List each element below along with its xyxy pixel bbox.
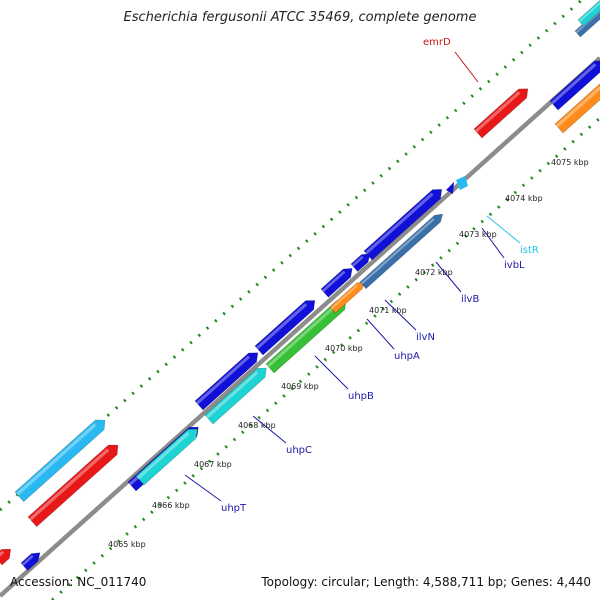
scale-label-4072: 4072 kbp <box>415 268 453 277</box>
gene-label-uhpB: uhpB <box>348 391 374 402</box>
gene-uhpB-green-body <box>265 300 347 374</box>
gene-uhpC-blue-body <box>194 352 259 411</box>
gene-label-leader-istR <box>486 215 521 244</box>
gene-uhpT-cyan-body <box>135 428 198 486</box>
gene-label-ilvB: ilvB <box>461 294 479 305</box>
gene-uhpB-green <box>265 300 347 374</box>
gene-orange-edge-shine <box>556 86 600 128</box>
scale-label-4074: 4074 kbp <box>505 194 543 203</box>
gene-ilvB-blue-body <box>363 189 443 261</box>
gene-uhpC-blue <box>194 352 259 411</box>
gene-cyan-edge-body <box>577 0 600 27</box>
scale-label-4075: 4075 kbp <box>551 158 589 167</box>
gene-label-uhpC: uhpC <box>286 445 312 456</box>
gene-blue-edge-b-body <box>549 60 600 111</box>
gene-uhpB-green-shine <box>267 303 338 368</box>
scale-label-4069: 4069 kbp <box>281 382 319 391</box>
gene-label-leader-uhpB <box>314 355 349 390</box>
gene-blue-edge-a <box>20 552 41 571</box>
gene-uhpA-orange-shine <box>330 284 359 310</box>
gene-label-leader-ilvN <box>384 299 417 331</box>
scale-label-4070: 4070 kbp <box>325 344 363 353</box>
gene-uhpT-cyan <box>135 428 198 486</box>
scale-label-4066: 4066 kbp <box>152 501 190 510</box>
backbone-line <box>0 56 600 598</box>
gene-ilvB-blue <box>363 189 443 261</box>
scale-label-4065: 4065 kbp <box>108 540 146 549</box>
gene-uhpA-blue-body <box>320 268 353 298</box>
gene-red-inner-body <box>27 444 119 528</box>
gene-istR-marker <box>456 176 468 190</box>
gene-uhpC-cyan <box>204 367 267 425</box>
gene-red-edge-a-body <box>0 548 12 566</box>
gene-uhpA-blue-shine <box>321 270 346 293</box>
gene-label-leader-uhpC <box>252 415 287 444</box>
gene-emrD-red-body <box>473 88 529 139</box>
gene-cyan-edge <box>577 0 600 27</box>
scale-label-4068: 4068 kbp <box>238 421 276 430</box>
gene-blue-edge-b-shine <box>551 63 597 105</box>
gene-ilvB-steel-shine <box>360 218 435 285</box>
gene-ilvB-steel <box>359 213 444 290</box>
gene-steel-edge-shine <box>575 9 600 34</box>
gene-label-leader-ivbL <box>481 227 505 259</box>
scale-label-4067: 4067 kbp <box>194 460 232 469</box>
summary-text: Topology: circular; Length: 4,588,711 bp… <box>261 575 591 589</box>
gene-uhpC-cyan-shine <box>206 370 259 419</box>
accession-text: Accession: NC_011740 <box>10 575 147 589</box>
gene-red-edge-a <box>0 548 12 566</box>
gene-uhpC-blue-shine <box>196 355 251 405</box>
gene-blue-edge-b <box>549 60 600 111</box>
gene-label-leader-uhpT <box>184 474 222 502</box>
gene-ilvN-blue <box>350 253 371 272</box>
gene-skyblue-outer-shine <box>16 423 97 496</box>
map-title: Escherichia fergusonii ATCC 35469, compl… <box>123 10 477 25</box>
gene-orange-edge <box>554 83 600 134</box>
gene-ivbL-marker <box>446 182 454 194</box>
gene-skyblue-outer-body <box>14 419 106 503</box>
gene-label-istR: istR <box>520 245 539 256</box>
gene-label-ilvN: ilvN <box>416 332 435 343</box>
gene-red-edge-a-shine <box>0 550 5 557</box>
gene-uhpT-cyan-shine <box>137 431 190 480</box>
gene-red-inner <box>27 444 119 528</box>
gene-uhpB-blue-body <box>254 300 316 356</box>
gene-orange-edge-body <box>554 83 600 134</box>
gene-emrD-red-shine <box>475 91 521 133</box>
gene-emrD-red <box>473 88 529 139</box>
scale-label-4073: 4073 kbp <box>459 230 497 239</box>
gene-uhpB-blue-shine <box>256 303 308 350</box>
gene-cyan-edge-shine <box>578 1 600 23</box>
gene-uhpB-blue <box>254 300 316 356</box>
gene-label-leader-uhpA <box>366 318 395 350</box>
gene-label-leader-ilvB <box>435 261 462 293</box>
gene-label-ivbL: ivbL <box>504 260 525 271</box>
gene-ilvB-steel-body <box>359 213 444 290</box>
gene-blue-edge-a-body <box>20 552 41 571</box>
gene-uhpA-blue <box>320 268 353 298</box>
gene-uhpC-cyan-body <box>204 367 267 425</box>
gene-label-emrD: emrD <box>423 37 451 48</box>
gene-label-uhpT: uhpT <box>221 503 247 514</box>
gene-red-inner-shine <box>29 448 110 521</box>
gene-label-uhpA: uhpA <box>394 351 420 362</box>
scale-label-4071: 4071 kbp <box>369 306 407 315</box>
gene-blue-edge-a-shine <box>21 554 34 566</box>
inner-tick-track <box>51 116 600 600</box>
gene-ilvN-blue-shine <box>351 255 364 267</box>
gene-skyblue-outer <box>14 419 106 503</box>
gene-ilvB-blue-shine <box>365 192 434 255</box>
gene-ilvN-blue-body <box>350 253 371 272</box>
gene-label-leader-emrD <box>454 51 479 83</box>
